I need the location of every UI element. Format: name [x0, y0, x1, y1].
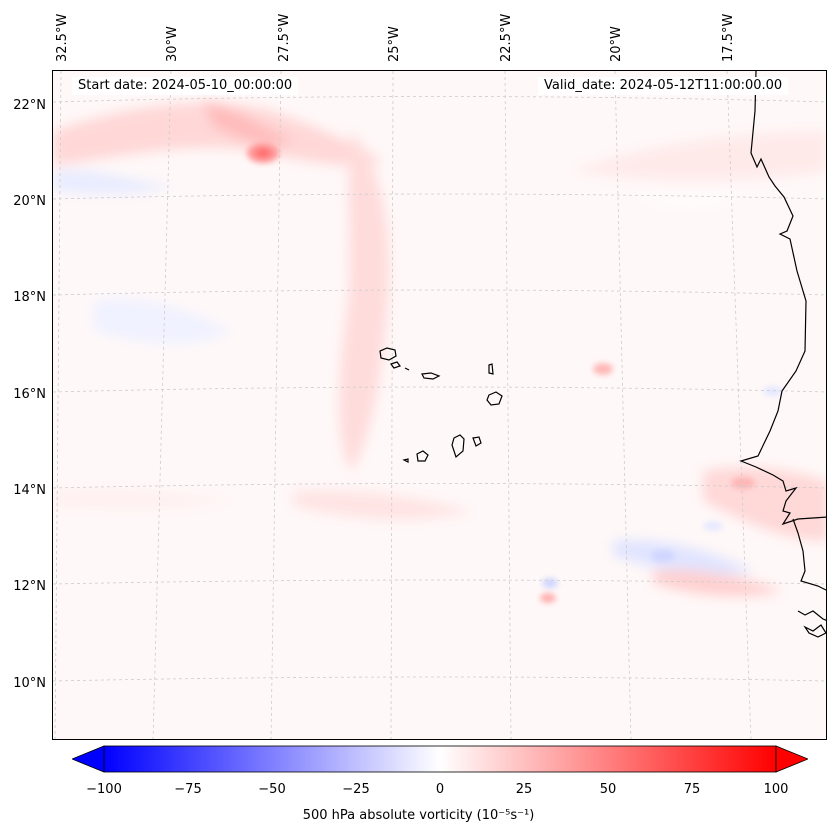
colorbar-extend-min	[70, 745, 105, 773]
colorbar-tick-50: 50	[599, 782, 617, 797]
coastline-guinea-bissau	[792, 518, 826, 591]
colorbar-tick-minus25: −25	[342, 782, 370, 797]
lon-label-25w: 25°W	[387, 26, 402, 62]
lat-label-12n: 12°N	[13, 579, 46, 594]
lon-label-32-5w: 32.5°W	[55, 13, 70, 62]
lat-label-16n: 16°N	[13, 387, 46, 402]
valid-date-label: Valid_date: 2024-05-12T11:00:00.00	[538, 77, 789, 95]
colorbar-tick-minus50: −50	[258, 782, 286, 797]
ocean-background	[53, 71, 826, 739]
island-santo-antao	[379, 347, 397, 361]
colorbar-svg	[70, 745, 810, 773]
start-date-label: Start date: 2024-05-10_00:00:00	[72, 77, 299, 95]
colorbar-tick-100: 100	[763, 782, 789, 797]
island-boa-vista	[486, 391, 503, 406]
lat-label-10n: 10°N	[13, 676, 46, 691]
african-coastline	[739, 71, 826, 526]
island-fogo	[416, 450, 429, 462]
island-sal	[488, 363, 494, 375]
lat-label-18n: 18°N	[13, 290, 46, 305]
colorbar	[70, 745, 810, 773]
colorbar-tick-25: 25	[515, 782, 533, 797]
lat-label-22n: 22°N	[13, 98, 46, 113]
cape-verde-islands	[379, 347, 503, 463]
colorbar-title: 500 hPa absolute vorticity (10⁻⁵s⁻¹)	[302, 808, 535, 823]
colorbar-extend-max	[775, 745, 810, 773]
vorticity-map[interactable]	[52, 70, 827, 740]
lon-label-17-5w: 17.5°W	[721, 13, 736, 62]
island-brava	[402, 458, 409, 463]
island-sao-nicolau	[421, 372, 441, 380]
lat-label-20n: 20°N	[13, 194, 46, 209]
colorbar-tick-0: 0	[435, 782, 445, 797]
colorbar-tick-minus100: −100	[86, 782, 122, 797]
map-canvas	[53, 71, 826, 739]
island-santiago	[451, 434, 465, 459]
lon-label-27-5w: 27.5°W	[277, 13, 292, 62]
lat-label-14n: 14°N	[13, 483, 46, 498]
island-maio	[472, 436, 482, 447]
coastline-islands-south	[797, 610, 826, 621]
vorticity-field	[53, 101, 826, 603]
bissagos-islands	[803, 624, 826, 638]
island-santa-luzia	[404, 367, 410, 371]
colorbar-tick-75: 75	[683, 782, 701, 797]
lon-label-30w: 30°W	[165, 26, 180, 62]
island-sao-vicente	[390, 361, 401, 369]
gridlines	[53, 71, 826, 739]
colorbar-gradient	[103, 745, 777, 773]
lon-label-20w: 20°W	[609, 26, 624, 62]
lon-label-22-5w: 22.5°W	[499, 13, 514, 62]
colorbar-tick-minus75: −75	[174, 782, 202, 797]
